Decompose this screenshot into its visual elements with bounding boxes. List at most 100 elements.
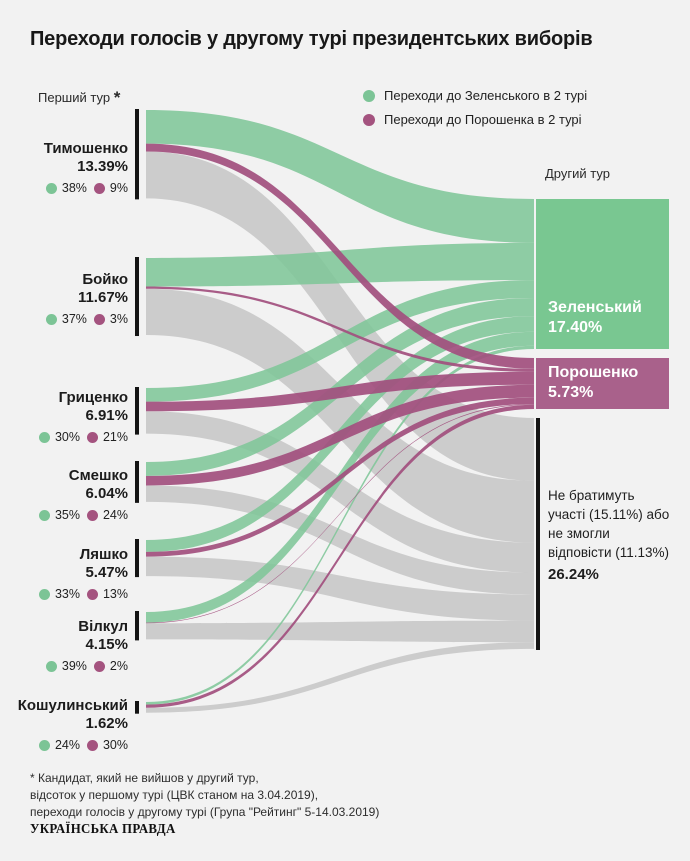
first-round-axis-label: Перший тур *	[38, 88, 120, 108]
non-voters-text-line: відповісти (11.13%)	[548, 545, 670, 560]
candidate-split-row: 39% 2%	[45, 657, 128, 675]
purple-dot-icon	[93, 313, 105, 325]
flow-Бойко-to-poroshenko	[146, 286, 534, 372]
candidate-label-Ляшко: Ляшко 5.47% 33% 13%	[38, 546, 128, 603]
flow-Смешко-to-nonvoting	[146, 485, 534, 595]
non-voters-text-line: не змогли	[548, 526, 610, 541]
purple-dot-icon	[86, 588, 98, 600]
candidate-label-Бойко: Бойко 11.67% 37% 3%	[45, 271, 128, 328]
footnote-line: переходи голосів у другому турі (Група "…	[30, 805, 380, 819]
candidate-split-row: 37% 3%	[45, 310, 128, 328]
flow-Ляшко-to-poroshenko	[146, 397, 534, 557]
legend-label: Переходи до Порошенка в 2 турі	[384, 112, 582, 127]
non-voters-node-bar	[536, 418, 540, 650]
purple-dot-icon	[93, 182, 105, 194]
flow-Смешко-to-poroshenko	[146, 384, 534, 486]
non-voters-label: Не братимуть участі (15.11%) або не змогли…	[548, 486, 686, 584]
flow-Гриценко-to-nonvoting	[146, 411, 534, 573]
candidate-split-row: 30% 21%	[38, 428, 128, 446]
zelensky-name: Зеленський	[548, 299, 642, 316]
green-dot-icon	[45, 660, 57, 672]
page-title: Переходи голосів у другому турі президен…	[30, 28, 593, 50]
candidate-name: Кошулинський	[17, 697, 128, 714]
green-dot-icon	[45, 182, 57, 194]
candidate-name: Смешко	[68, 467, 128, 484]
green-dot-icon	[45, 313, 57, 325]
footnote-line: відсоток у першому турі (ЦВК станом на 3…	[30, 788, 319, 802]
flow-Тимошенко-to-zelensky	[146, 110, 534, 243]
candidate-label-Тимошенко: Тимошенко 13.39% 38% 9%	[44, 140, 128, 197]
non-voters-text-line: Не братимуть	[548, 488, 635, 503]
purple-dot-icon	[86, 431, 98, 443]
candidate-name: Вілкул	[78, 618, 128, 635]
candidate-label-Смешко: Смешко 6.04% 35% 24%	[38, 467, 128, 524]
legend: Переходи до Зеленського в 2 турі Переход…	[363, 88, 587, 127]
purple-dot-icon	[86, 509, 98, 521]
green-dot-icon	[38, 509, 50, 521]
to-zelensky-percent: 35%	[54, 508, 80, 522]
purple-dot-icon	[86, 739, 98, 751]
to-zelensky-percent: 38%	[61, 181, 87, 195]
flow-Гриценко-to-poroshenko	[146, 371, 534, 412]
legend-green-dot-icon	[363, 89, 375, 102]
candidate-split-row: 24% 30%	[18, 736, 128, 754]
to-poroshenko-percent: 9%	[109, 181, 128, 195]
node-bar-Тимошенко	[135, 109, 139, 200]
flow-Гриценко-to-zelensky	[146, 280, 534, 402]
flow-Вілкул-to-nonvoting	[146, 620, 534, 643]
candidate-name: Бойко	[82, 271, 128, 288]
to-zelensky-percent: 33%	[54, 587, 80, 601]
to-zelensky-percent: 24%	[54, 738, 80, 752]
node-bar-Ляшко	[135, 539, 139, 578]
node-bar-Смешко	[135, 461, 139, 503]
to-poroshenko-percent: 24%	[102, 508, 128, 522]
to-zelensky-percent: 37%	[61, 312, 87, 326]
flow-Кошулинський-to-zelensky	[146, 345, 534, 705]
candidate-first-round-percent: 1.62%	[85, 715, 128, 732]
candidate-name: Гриценко	[58, 389, 128, 406]
to-zelensky-percent: 39%	[61, 659, 87, 673]
flow-Вілкул-to-poroshenko	[146, 403, 534, 624]
legend-purple-dot-icon	[363, 113, 375, 126]
flow-Тимошенко-to-poroshenko	[146, 143, 534, 369]
candidate-first-round-percent: 4.15%	[85, 636, 128, 653]
legend-label: Переходи до Зеленського в 2 турі	[384, 88, 588, 103]
purple-dot-icon	[93, 660, 105, 672]
candidate-label-Кошулинський: Кошулинський 1.62% 24% 30%	[18, 697, 128, 754]
poroshenko-percent: 5.73%	[548, 384, 594, 401]
non-voters-percent: 26.24%	[548, 566, 599, 583]
poroshenko-name: Порошенко	[548, 364, 639, 381]
zelensky-percent: 17.40%	[548, 319, 603, 336]
candidate-first-round-percent: 6.91%	[85, 407, 128, 424]
candidate-name: Ляшко	[79, 546, 128, 563]
candidate-label-Гриценко: Гриценко 6.91% 30% 21%	[38, 389, 128, 446]
to-poroshenko-percent: 30%	[102, 738, 128, 752]
green-dot-icon	[38, 739, 50, 751]
candidate-first-round-percent: 11.67%	[77, 289, 128, 306]
non-voters-text-line: участі (15.11%) або	[548, 507, 670, 522]
flow-Ляшко-to-nonvoting	[146, 556, 534, 621]
footnote-line: * Кандидат, який не вийшов у другий тур,	[30, 771, 259, 785]
node-bar-Гриценко	[135, 387, 139, 435]
to-zelensky-percent: 30%	[54, 430, 80, 444]
candidate-split-row: 35% 24%	[38, 506, 128, 524]
flow-Кошулинський-to-poroshenko	[146, 404, 534, 708]
legend-item-poroshenko: Переходи до Порошенка в 2 турі	[363, 112, 587, 127]
flow-Кошулинський-to-nonvoting	[146, 642, 534, 713]
zelensky-result-box: Зеленський 17.40%	[536, 199, 669, 349]
to-poroshenko-percent: 3%	[109, 312, 128, 326]
candidate-split-row: 38% 9%	[44, 179, 128, 197]
footnote: * Кандидат, який не вийшов у другий тур,…	[30, 770, 379, 821]
footnote-asterisk: *	[113, 88, 121, 107]
second-round-axis-label: Другий тур	[545, 166, 610, 181]
candidate-label-Вілкул: Вілкул 4.15% 39% 2%	[45, 618, 128, 675]
node-bar-Вілкул	[135, 611, 139, 641]
ukrainska-pravda-logo: УКРАЇНСЬКА ПРАВДА	[30, 822, 176, 837]
candidate-first-round-percent: 5.47%	[85, 564, 128, 581]
flow-Бойко-to-zelensky	[146, 242, 534, 287]
node-bar-Бойко	[135, 257, 139, 337]
candidate-first-round-percent: 6.04%	[85, 485, 128, 502]
poroshenko-result-box: Порошенко 5.73%	[536, 358, 669, 409]
to-poroshenko-percent: 21%	[102, 430, 128, 444]
